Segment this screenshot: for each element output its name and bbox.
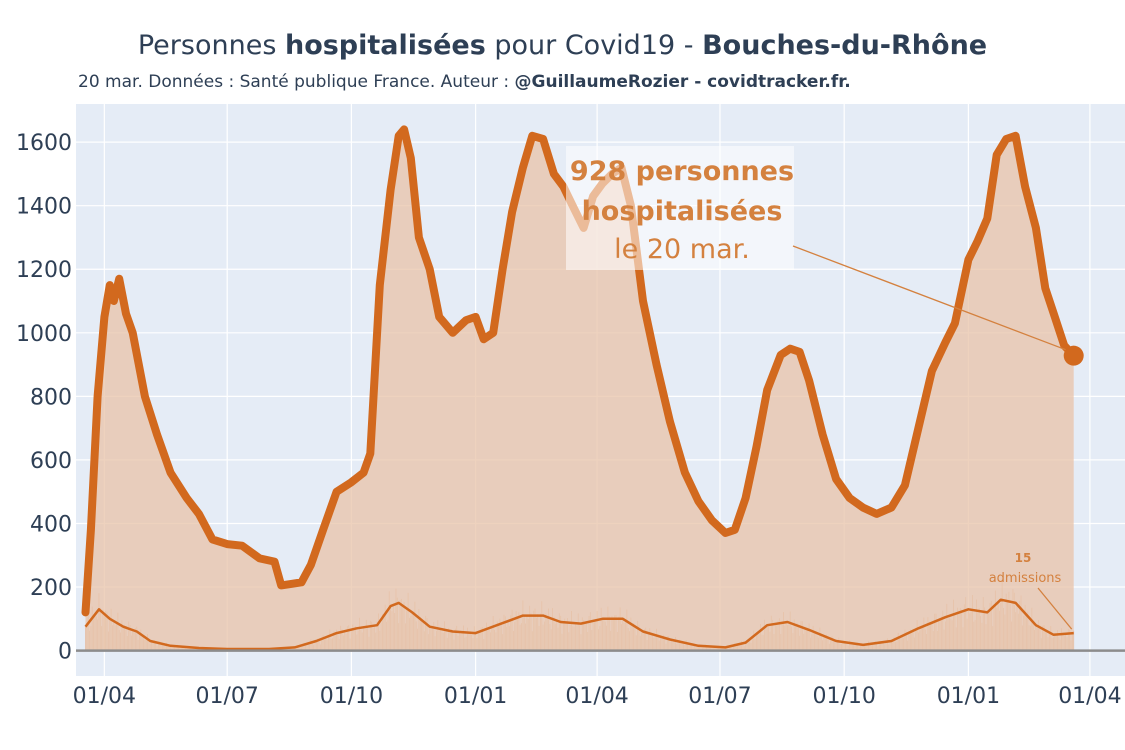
hospitalisations-area xyxy=(85,129,1074,651)
title-bold2: Bouches-du-Rhône xyxy=(702,30,988,61)
y-tick-label: 1600 xyxy=(16,131,72,156)
annotation-unit: hospitalisées xyxy=(582,196,783,227)
subtitle-text: 20 mar. Données : Santé publique France.… xyxy=(78,72,515,92)
x-tick-label: 01/10 xyxy=(812,684,875,709)
x-tick-label: 01/01 xyxy=(937,684,1000,709)
admissions-annotation-value: 15 xyxy=(1015,551,1032,565)
x-tick-label: 01/04 xyxy=(73,684,136,709)
x-tick-label: 01/04 xyxy=(1058,684,1121,709)
x-axis: 01/04 01/07 01/10 01/01 01/04 01/07 01/10 01/01… xyxy=(73,684,1122,709)
y-tick-label: 0 xyxy=(58,640,72,665)
annotation-arrow xyxy=(792,245,1066,351)
x-tick-label: 01/07 xyxy=(688,684,751,709)
x-tick-label: 01/04 xyxy=(565,684,628,709)
y-tick-label: 200 xyxy=(30,576,72,601)
x-tick-label: 01/01 xyxy=(444,684,507,709)
annotation-box xyxy=(566,146,794,270)
chart-subtitle: 20 mar. Données : Santé publique France.… xyxy=(78,72,851,92)
annotation-value: 928 personnes xyxy=(570,156,794,187)
y-tick-label: 800 xyxy=(30,385,72,410)
chart-title: Personnes hospitalisées pour Covid19 - B… xyxy=(0,30,1125,61)
y-tick-label: 1000 xyxy=(16,322,72,347)
hospitalisations-line xyxy=(81,125,1078,617)
last-value-marker xyxy=(1063,345,1084,366)
annotations: 928 personnes hospitalisées le 20 mar. 1… xyxy=(566,146,1084,630)
y-tick-label: 1200 xyxy=(16,258,72,283)
admissions-annotation-unit: admissions xyxy=(989,571,1062,586)
admissions-line xyxy=(84,598,1074,651)
y-tick-label: 400 xyxy=(30,512,72,537)
x-tick-label: 01/07 xyxy=(196,684,259,709)
y-axis: 0 200 400 600 800 1000 1200 1400 1600 xyxy=(16,131,72,664)
y-tick-label: 600 xyxy=(30,449,72,474)
title-part1: Personnes xyxy=(137,30,285,61)
title-part2: pour Covid19 - xyxy=(485,30,703,61)
admissions-arrow xyxy=(1037,587,1073,630)
y-tick-label: 1400 xyxy=(16,195,72,220)
subtitle-author: @GuillaumeRozier - covidtracker.fr. xyxy=(514,72,851,92)
annotation-date: le 20 mar. xyxy=(614,234,750,265)
x-tick-label: 01/10 xyxy=(320,684,383,709)
title-bold1: hospitalisées xyxy=(284,30,486,61)
